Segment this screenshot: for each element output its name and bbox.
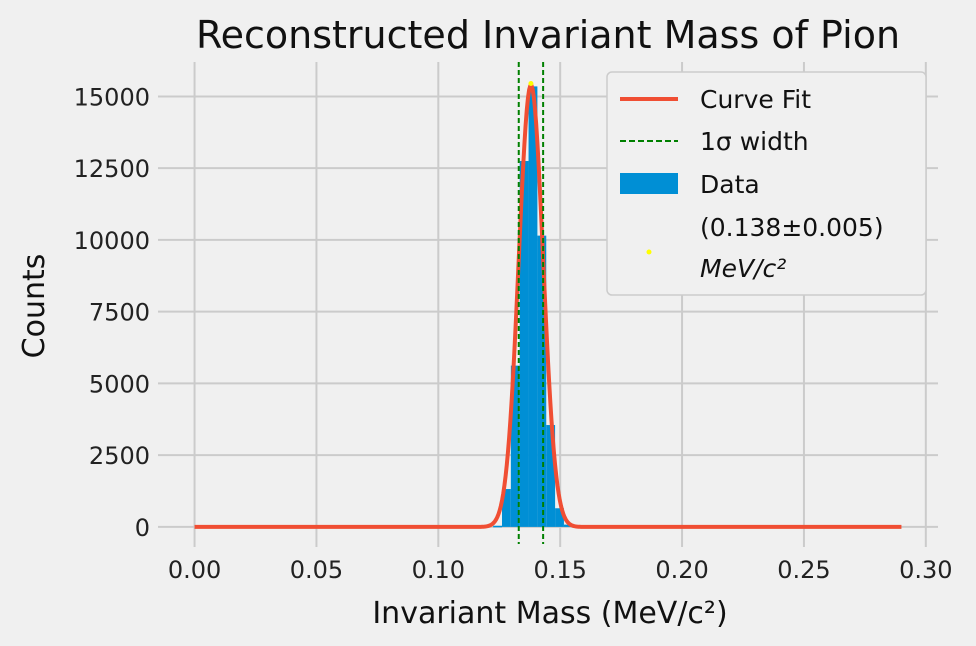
histogram-bar bbox=[502, 489, 511, 527]
y-tick-label: 2500 bbox=[89, 442, 150, 470]
x-axis-title: Invariant Mass (MeV/c²) bbox=[372, 596, 727, 631]
histogram-bar bbox=[537, 235, 547, 527]
legend-sigma-label: 1σ width bbox=[700, 127, 809, 156]
histogram-bar bbox=[510, 365, 520, 527]
y-tick-label: 0 bbox=[135, 514, 150, 542]
legend: Curve Fit 1σ width Data (0.138±0.005) Me… bbox=[606, 71, 927, 296]
y-tick-label: 12500 bbox=[74, 155, 150, 183]
legend-box bbox=[606, 71, 927, 296]
y-tick-label: 5000 bbox=[89, 370, 150, 398]
fit-curve bbox=[193, 83, 903, 529]
peak-marker bbox=[528, 81, 534, 87]
x-tick-label: 0.05 bbox=[290, 556, 343, 584]
x-tick-label: 0.00 bbox=[168, 556, 221, 584]
legend-data-label: Data bbox=[700, 170, 760, 199]
y-tick-label: 10000 bbox=[74, 227, 150, 255]
histogram-bar bbox=[555, 508, 564, 527]
legend-peak-label-line1: (0.138±0.005) bbox=[700, 213, 884, 242]
y-tick-labels: 0 2500 5000 7500 10000 12500 15000 bbox=[74, 83, 150, 541]
histogram-bar bbox=[563, 524, 573, 527]
histogram-bar bbox=[528, 86, 538, 527]
y-tick-label: 7500 bbox=[89, 299, 150, 327]
histogram-bar bbox=[519, 161, 529, 527]
x-tick-labels: 0.00 0.05 0.10 0.15 0.20 0.25 0.30 bbox=[168, 556, 953, 584]
fit-curve-group bbox=[193, 83, 903, 529]
legend-peak-swatch bbox=[646, 249, 652, 255]
y-axis-title: Counts bbox=[17, 254, 52, 359]
legend-peak-label-line2: MeV/c² bbox=[700, 254, 786, 283]
legend-fit-label: Curve Fit bbox=[700, 85, 811, 114]
histogram-bar bbox=[546, 425, 556, 527]
histogram-bar bbox=[493, 525, 503, 528]
x-tick-label: 0.10 bbox=[412, 556, 465, 584]
chart-title: Reconstructed Invariant Mass of Pion bbox=[196, 13, 900, 57]
sigma-lines-group bbox=[517, 62, 545, 544]
peak-marker-group bbox=[528, 81, 534, 87]
x-tick-label: 0.15 bbox=[533, 556, 586, 584]
x-tick-label: 0.30 bbox=[899, 556, 952, 584]
x-tick-label: 0.25 bbox=[777, 556, 830, 584]
legend-data-swatch bbox=[620, 173, 678, 194]
y-tick-label: 15000 bbox=[74, 83, 150, 111]
x-tick-label: 0.20 bbox=[655, 556, 708, 584]
